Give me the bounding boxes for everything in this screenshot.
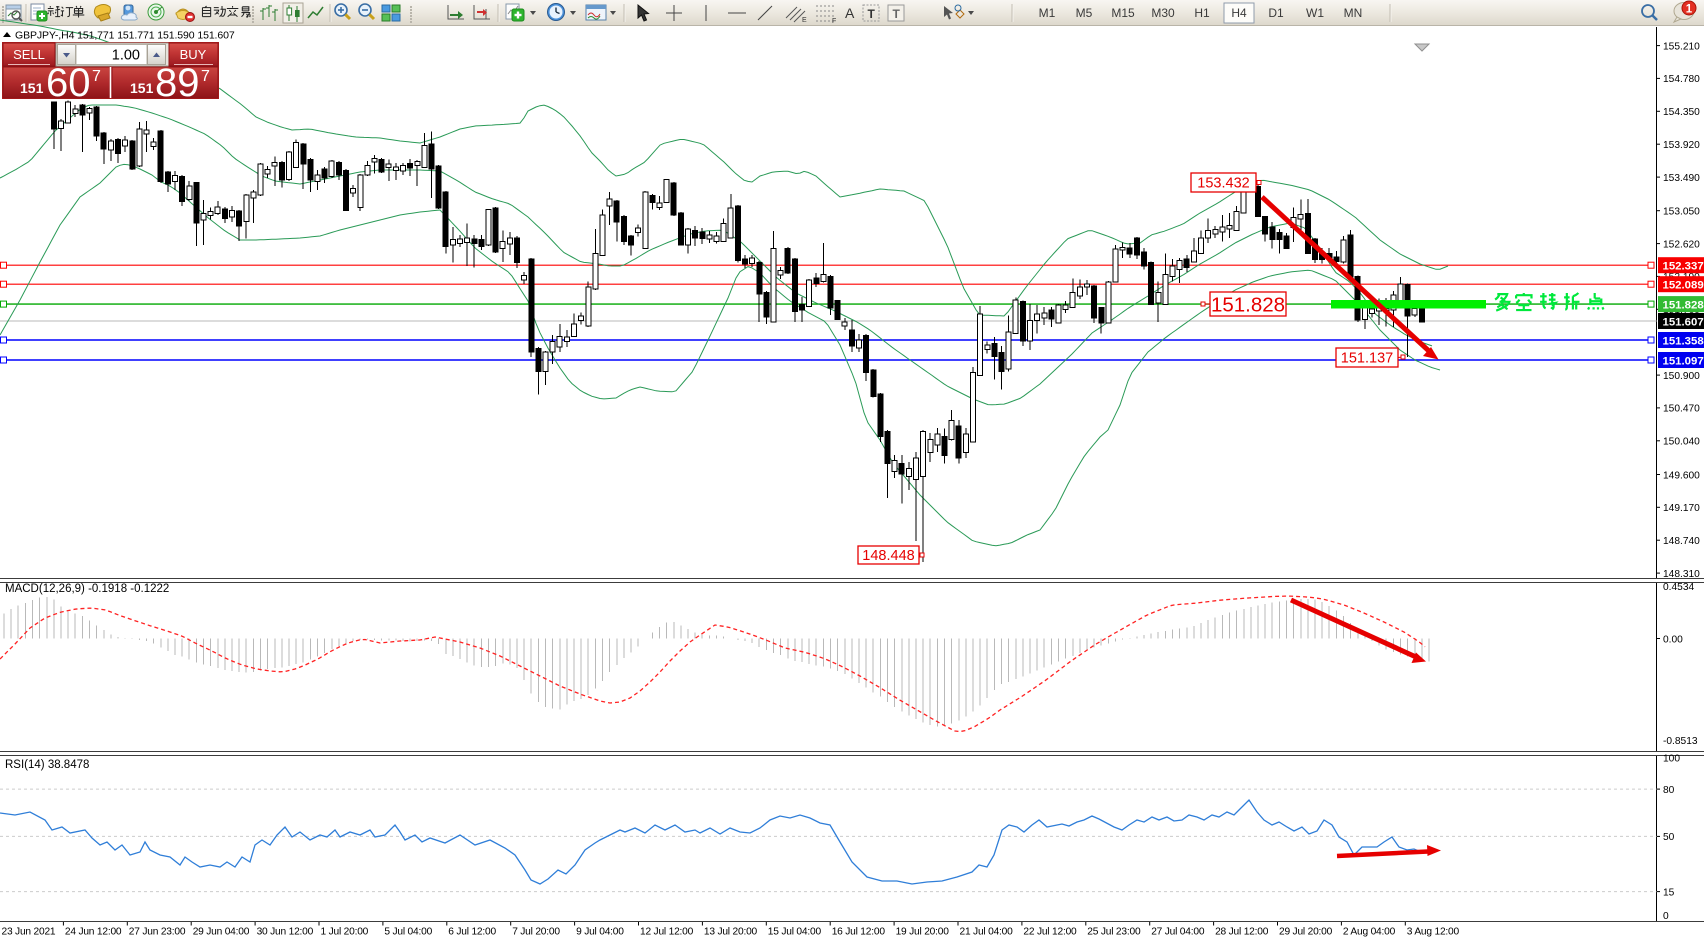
svg-text:M30: M30 (1151, 6, 1175, 20)
svg-text:W1: W1 (1306, 6, 1324, 20)
svg-text:12 Jul 12:00: 12 Jul 12:00 (640, 927, 694, 938)
svg-text:16 Jul 12:00: 16 Jul 12:00 (832, 927, 886, 938)
svg-text:150.040: 150.040 (1663, 437, 1700, 448)
svg-text:154.780: 154.780 (1663, 74, 1700, 85)
svg-text:1: 1 (1686, 4, 1693, 16)
svg-text:100: 100 (1663, 754, 1680, 765)
svg-text:151: 151 (20, 80, 44, 96)
svg-text:150.470: 150.470 (1663, 404, 1700, 415)
svg-text:21 Jul 04:00: 21 Jul 04:00 (960, 927, 1014, 938)
svg-text:153.432: 153.432 (1197, 176, 1249, 192)
svg-text:153.050: 153.050 (1663, 207, 1700, 218)
svg-text:22 Jul 12:00: 22 Jul 12:00 (1023, 927, 1077, 938)
svg-text:155.210: 155.210 (1663, 41, 1700, 52)
svg-text:M5: M5 (1076, 6, 1093, 20)
svg-text:5 Jul 04:00: 5 Jul 04:00 (384, 927, 432, 938)
svg-text:2 Aug 04:00: 2 Aug 04:00 (1343, 927, 1396, 938)
svg-text:1.00: 1.00 (112, 48, 140, 64)
svg-text:27 Jul 04:00: 27 Jul 04:00 (1151, 927, 1205, 938)
svg-text:150.900: 150.900 (1663, 371, 1700, 382)
svg-text:149.170: 149.170 (1663, 503, 1700, 514)
svg-text:27 Jun 23:00: 27 Jun 23:00 (129, 927, 186, 938)
svg-text:23 Jun 2021: 23 Jun 2021 (2, 927, 56, 938)
svg-text:151.137: 151.137 (1341, 351, 1393, 367)
svg-text:T: T (868, 7, 876, 21)
svg-text:151.607: 151.607 (1663, 316, 1704, 328)
svg-text:7: 7 (201, 68, 210, 85)
svg-text:151.097: 151.097 (1663, 355, 1704, 367)
svg-text:6 Jul 12:00: 6 Jul 12:00 (448, 927, 496, 938)
svg-text:1 Jul 20:00: 1 Jul 20:00 (321, 927, 369, 938)
svg-text:T: T (893, 7, 901, 21)
svg-text:60: 60 (46, 61, 91, 105)
svg-text:151.358: 151.358 (1663, 335, 1704, 347)
svg-text:MN: MN (1344, 6, 1363, 20)
svg-text:3 Aug 12:00: 3 Aug 12:00 (1407, 927, 1460, 938)
svg-text:15 Jul 04:00: 15 Jul 04:00 (768, 927, 822, 938)
svg-text:F: F (832, 18, 836, 25)
svg-text:A: A (845, 5, 855, 21)
svg-text:7: 7 (92, 68, 101, 85)
svg-text:151.828: 151.828 (1211, 293, 1285, 316)
svg-text:SELL: SELL (13, 47, 45, 62)
svg-text:13 Jul 20:00: 13 Jul 20:00 (704, 927, 758, 938)
svg-text:RSI(14) 38.8478: RSI(14) 38.8478 (5, 759, 89, 771)
svg-text:154.350: 154.350 (1663, 107, 1700, 118)
svg-text:GBPJPY-,H4 151,771 151.771 15: GBPJPY-,H4 151,771 151.771 151.590 151.6… (15, 30, 235, 42)
svg-text:30 Jun 12:00: 30 Jun 12:00 (257, 927, 314, 938)
svg-text:24 Jun 12:00: 24 Jun 12:00 (65, 927, 122, 938)
svg-text:D1: D1 (1268, 6, 1284, 20)
svg-text:M15: M15 (1111, 6, 1135, 20)
svg-text:25 Jul 23:00: 25 Jul 23:00 (1087, 927, 1141, 938)
svg-text:148.740: 148.740 (1663, 536, 1700, 547)
svg-text:M1: M1 (1039, 6, 1056, 20)
svg-text:152.337: 152.337 (1663, 261, 1704, 273)
svg-text:151.828: 151.828 (1663, 299, 1704, 311)
svg-text:-0.8513: -0.8513 (1663, 736, 1698, 747)
svg-text:153.920: 153.920 (1663, 140, 1700, 151)
svg-text:148.448: 148.448 (862, 548, 914, 564)
svg-text:MACD(12,26,9) -0.1918 -0.1222: MACD(12,26,9) -0.1918 -0.1222 (5, 583, 169, 595)
svg-text:19 Jul 20:00: 19 Jul 20:00 (896, 927, 950, 938)
svg-text:BUY: BUY (180, 47, 207, 62)
svg-text:0: 0 (1663, 911, 1669, 922)
svg-text:15: 15 (1663, 887, 1675, 898)
svg-text:0.4534: 0.4534 (1663, 582, 1694, 593)
svg-text:151: 151 (130, 80, 154, 96)
svg-text:0.00: 0.00 (1663, 634, 1683, 645)
svg-text:E: E (802, 17, 807, 24)
svg-text:7 Jul 20:00: 7 Jul 20:00 (512, 927, 560, 938)
svg-text:50: 50 (1663, 832, 1675, 843)
svg-text:H4: H4 (1231, 6, 1247, 20)
svg-text:149.600: 149.600 (1663, 470, 1700, 481)
svg-text:152.089: 152.089 (1663, 280, 1704, 292)
svg-text:89: 89 (155, 61, 200, 105)
svg-text:80: 80 (1663, 785, 1675, 796)
svg-text:H1: H1 (1194, 6, 1210, 20)
svg-text:28 Jul 12:00: 28 Jul 12:00 (1215, 927, 1269, 938)
svg-text:9 Jul 04:00: 9 Jul 04:00 (576, 927, 624, 938)
svg-text:29 Jun 04:00: 29 Jun 04:00 (193, 927, 250, 938)
svg-text:29 Jul 20:00: 29 Jul 20:00 (1279, 927, 1333, 938)
svg-text:148.310: 148.310 (1663, 569, 1700, 580)
svg-text:152.620: 152.620 (1663, 239, 1700, 250)
svg-text:153.490: 153.490 (1663, 173, 1700, 184)
